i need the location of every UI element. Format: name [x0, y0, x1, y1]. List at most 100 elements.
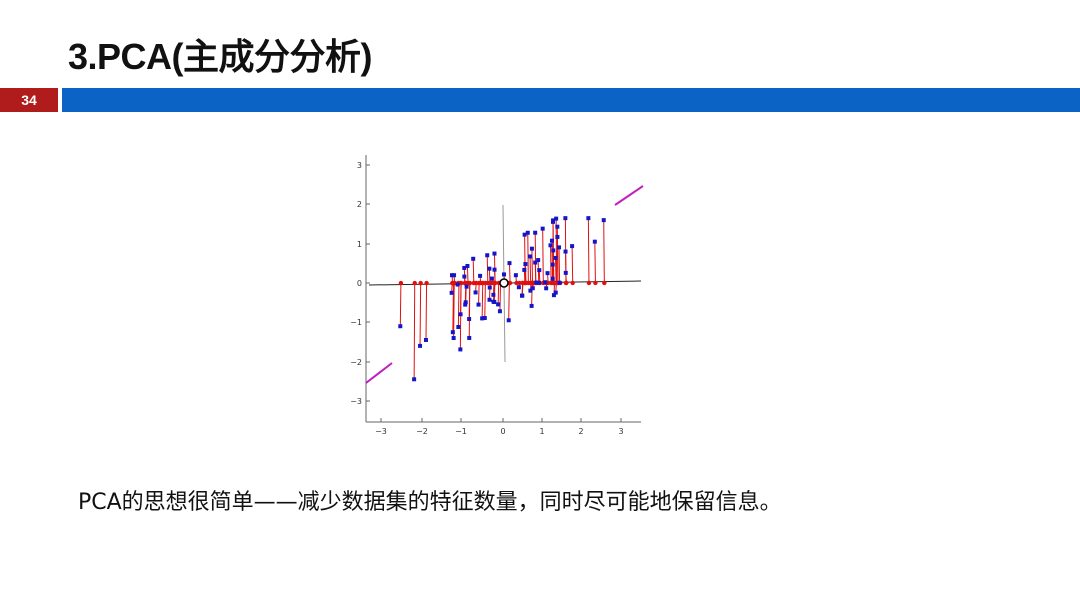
projection-line [468, 283, 471, 338]
data-point [480, 316, 485, 321]
data-point [522, 232, 527, 237]
slide-title: 3.PCA(主成分分析) [68, 36, 373, 77]
projection-line [556, 236, 559, 283]
projection-line [554, 257, 557, 283]
data-point [496, 302, 501, 307]
projection-line [587, 218, 590, 283]
y-tick-label: 2 [357, 200, 362, 209]
projection-line [571, 246, 574, 283]
data-point [452, 273, 457, 278]
x-tick-label: −1 [455, 427, 467, 436]
projection-line [594, 241, 596, 283]
data-point [456, 325, 461, 330]
projection-line [472, 258, 475, 284]
projection-line [531, 248, 534, 283]
projection-line [529, 256, 532, 284]
data-point [487, 266, 492, 271]
data-point [549, 238, 554, 243]
page-number-badge: 34 [0, 88, 58, 112]
projection-line [457, 283, 460, 328]
projection-line [466, 265, 469, 284]
projected-point [523, 280, 528, 286]
data-point [458, 312, 463, 317]
projected-point [517, 280, 522, 286]
data-point [525, 230, 530, 235]
data-point [563, 249, 568, 254]
projection-line [484, 282, 486, 319]
projection-line [425, 283, 428, 340]
data-point [601, 218, 606, 223]
data-point [528, 254, 533, 259]
data-point [487, 285, 492, 290]
data-point [465, 263, 470, 268]
projection-line [493, 282, 496, 303]
mean-point-marker [499, 278, 509, 288]
projection-line [558, 247, 561, 283]
data-point [554, 216, 559, 221]
principal-axis-segment-lower [365, 362, 393, 384]
data-point [492, 267, 497, 272]
projected-point [602, 280, 607, 286]
projection-line [419, 283, 422, 346]
header-bar [62, 88, 1080, 112]
data-point [412, 377, 417, 382]
data-point [506, 318, 511, 323]
data-point [533, 260, 538, 265]
data-point [530, 286, 535, 291]
projected-point [586, 280, 592, 286]
y-tick-label: −2 [350, 358, 362, 367]
data-point [545, 271, 550, 276]
projection-line [399, 283, 402, 327]
data-point [398, 324, 403, 329]
projection-line [508, 263, 511, 284]
data-point [449, 273, 454, 278]
data-point [471, 256, 476, 261]
pca-figure: 3 2 1 0 −1 −2 −3 −3 −2 −1 0 1 [335, 140, 653, 440]
data-point [462, 274, 467, 279]
data-point [537, 268, 542, 273]
projection-line [452, 283, 454, 333]
data-point [450, 330, 455, 335]
y-tick-label: 3 [357, 161, 362, 170]
data-point [497, 309, 502, 314]
data-point [522, 267, 527, 272]
data-point [529, 303, 534, 308]
projected-point [424, 280, 429, 286]
projected-point [530, 280, 535, 286]
projected-point [465, 280, 470, 286]
projection-line [478, 282, 480, 305]
data-point [467, 317, 472, 322]
data-point [550, 262, 555, 267]
projected-point [490, 280, 495, 286]
y-tick-label: 0 [357, 279, 362, 288]
data-point [570, 244, 575, 249]
data-point [492, 251, 497, 256]
x-tick-label: 2 [578, 427, 583, 436]
data-point [544, 286, 549, 291]
data-point [423, 337, 428, 342]
projection-line [453, 283, 455, 339]
data-point [507, 261, 512, 266]
projected-point [563, 280, 569, 286]
data-point [557, 245, 562, 250]
projection-line [551, 240, 554, 283]
x-tick-label: 1 [539, 427, 544, 436]
data-point [513, 273, 518, 278]
data-point [418, 343, 423, 348]
data-point [551, 218, 556, 223]
data-point [462, 265, 467, 270]
data-point [528, 288, 533, 293]
principal-axis-segment-upper [614, 185, 644, 206]
projection-line [603, 220, 605, 283]
data-point [592, 239, 597, 244]
data-point [451, 336, 456, 341]
projection-line [499, 282, 502, 312]
projection-line [524, 234, 526, 283]
projection-line [555, 218, 558, 283]
data-point [563, 270, 568, 275]
data-point [550, 276, 555, 281]
x-tick-label: 0 [500, 427, 505, 436]
data-point [467, 335, 472, 340]
data-point [548, 243, 553, 248]
projected-point [476, 280, 482, 286]
